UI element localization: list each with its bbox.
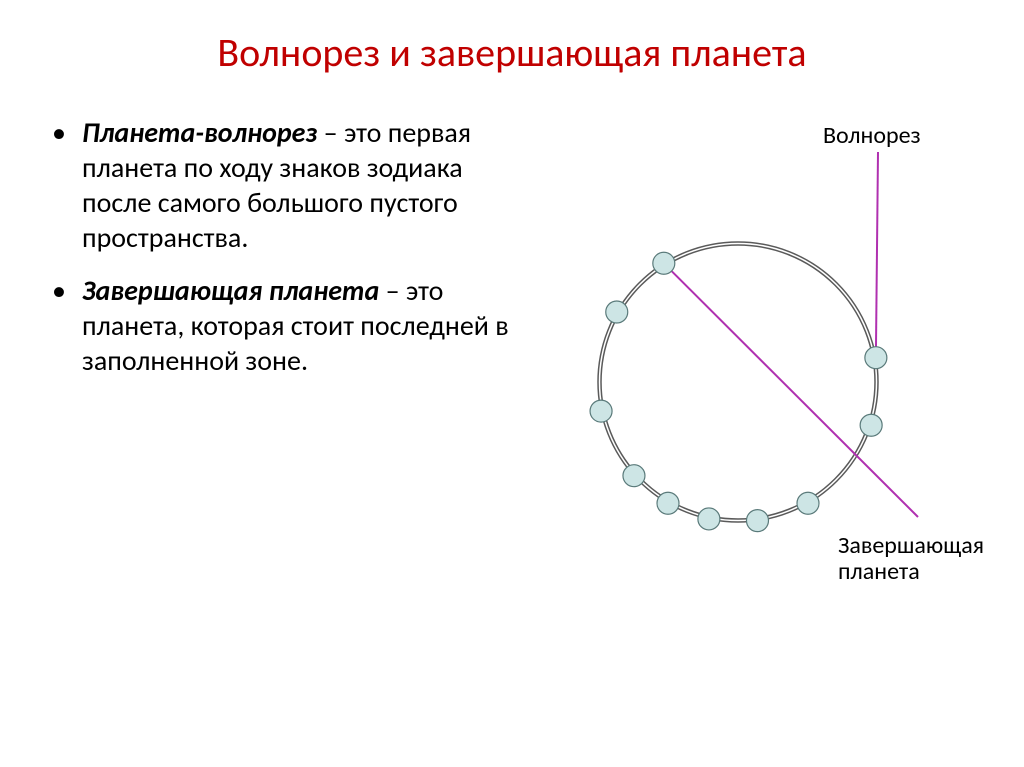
list-item: Завершающая планета – это планета, котор… [48,273,518,378]
pointer-label-zavershayushchaya: Завершающая планета [838,533,984,586]
list-item: Планета-волнорез – это первая планета по… [48,115,518,255]
pointer-label-volnorez: Волнорез [823,123,921,149]
page-title: Волнорез и завершающая планета [0,0,1024,77]
term: Планета-волнорез [82,115,317,150]
diagram-column: Волнорез Завершающая планета [518,115,994,396]
term: Завершающая планета [82,273,379,308]
text-column: Планета-волнорез – это первая планета по… [48,115,518,396]
content-row: Планета-волнорез – это первая планета по… [0,77,1024,396]
bullet-list: Планета-волнорез – это первая планета по… [48,115,518,378]
